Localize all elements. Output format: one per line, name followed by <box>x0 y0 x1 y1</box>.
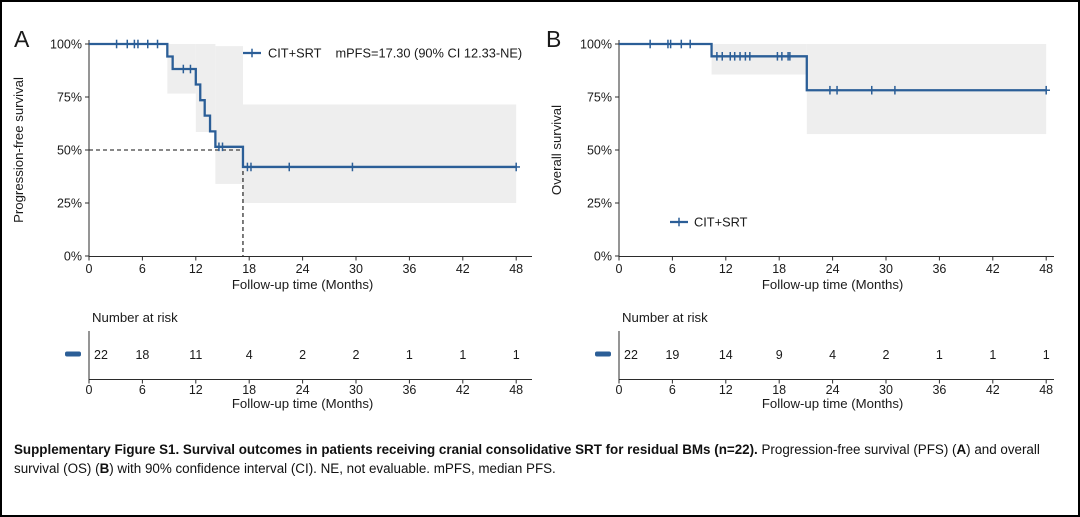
y-tick-label: 0% <box>594 250 612 264</box>
risk-axis-tick-label: 6 <box>139 383 146 397</box>
panel-b-os-km-plot: 0%25%50%75%100%0 6 12 18 24 30 36 42 48Follow-up… <box>546 26 1054 411</box>
y-tick-label: 75% <box>57 91 82 105</box>
risk-count: 9 <box>776 348 783 362</box>
panel-a-pfs-km-plot: 0%25%50%75%100%0 6 12 18 24 30 36 42 48Follow-up… <box>11 26 532 411</box>
x-tick-label: 18 <box>772 262 786 276</box>
risk-axis-tick-label: 36 <box>402 383 416 397</box>
risk-axis-tick-label: 48 <box>509 383 523 397</box>
risk-count: 2 <box>353 348 360 362</box>
x-tick-label: 6 <box>669 262 676 276</box>
x-tick-label: 42 <box>456 262 470 276</box>
y-tick-label: 25% <box>57 197 82 211</box>
y-tick-label: 50% <box>587 144 612 158</box>
x-tick-label: 36 <box>402 262 416 276</box>
y-axis-title: Overall survival <box>549 105 564 195</box>
x-tick-label: 24 <box>296 262 310 276</box>
caption-bold-title: Supplementary Figure S1. Survival outcom… <box>14 442 758 457</box>
x-axis-title: Follow-up time (Months) <box>232 277 373 292</box>
caption-body-mid: ) and overall survival (OS) ( <box>14 442 1040 476</box>
risk-axis-tick-label: 12 <box>719 383 733 397</box>
risk-table-title: Number at risk <box>92 310 178 325</box>
y-tick-label: 50% <box>57 144 82 158</box>
risk-count: 18 <box>135 348 149 362</box>
caption-bold-b: B <box>99 461 110 476</box>
y-axis-title: Progression-free survival <box>11 77 26 223</box>
caption-body-post: ) with 90% confidence interval (CI). NE,… <box>109 461 556 476</box>
caption-bold-a: A <box>956 442 967 457</box>
risk-axis-tick-label: 6 <box>669 383 676 397</box>
risk-axis-tick-label: 18 <box>772 383 786 397</box>
risk-axis-tick-label: 0 <box>616 383 623 397</box>
y-tick-label: 25% <box>587 197 612 211</box>
legend-annotation: mPFS=17.30 (90% CI 12.33-NE) <box>335 46 522 61</box>
risk-axis-tick-label: 0 <box>86 383 93 397</box>
panel-letter: A <box>14 26 30 52</box>
x-tick-label: 6 <box>139 262 146 276</box>
risk-axis-tick-label: 42 <box>986 383 1000 397</box>
y-tick-label: 100% <box>580 38 612 52</box>
risk-table-group-marker <box>65 351 81 357</box>
risk-count: 1 <box>406 348 413 362</box>
risk-axis-tick-label: 18 <box>242 383 256 397</box>
x-tick-label: 18 <box>242 262 256 276</box>
risk-table-title: Number at risk <box>622 310 708 325</box>
risk-count: 19 <box>665 348 679 362</box>
risk-axis-tick-label: 48 <box>1039 383 1053 397</box>
x-tick-label: 0 <box>86 262 93 276</box>
legend-label: CIT+SRT mPFS=17.30 (90% CI 12.33-NE) <box>268 46 522 61</box>
risk-count: 11 <box>189 348 202 362</box>
x-tick-label: 24 <box>826 262 840 276</box>
legend-label: CIT+SRT <box>694 215 748 230</box>
confidence-band-segment <box>195 44 216 132</box>
confidence-band-segment <box>215 46 243 184</box>
risk-count: 4 <box>246 348 253 362</box>
x-tick-label: 12 <box>189 262 203 276</box>
x-axis-title: Follow-up time (Months) <box>762 277 903 292</box>
x-tick-label: 12 <box>719 262 733 276</box>
risk-count: 14 <box>719 348 733 362</box>
panel-letter: B <box>546 26 561 52</box>
x-tick-label: 30 <box>879 262 893 276</box>
risk-axis-tick-label: 24 <box>296 383 310 397</box>
x-tick-label: 48 <box>1039 262 1053 276</box>
risk-axis-tick-label: 30 <box>879 383 893 397</box>
risk-axis-tick-label: 12 <box>189 383 203 397</box>
x-tick-label: 30 <box>349 262 363 276</box>
risk-count: 2 <box>299 348 306 362</box>
risk-axis-title: Follow-up time (Months) <box>232 396 373 411</box>
x-tick-label: 42 <box>986 262 1000 276</box>
risk-axis-tick-label: 24 <box>826 383 840 397</box>
risk-count: 1 <box>513 348 520 362</box>
risk-count: 1 <box>936 348 943 362</box>
y-tick-label: 75% <box>587 91 612 105</box>
risk-axis-tick-label: 30 <box>349 383 363 397</box>
risk-count: 22 <box>624 348 638 362</box>
risk-count: 22 <box>94 348 108 362</box>
caption-body-pre: Progression-free survival (PFS) ( <box>761 442 957 457</box>
risk-count: 1 <box>989 348 996 362</box>
x-tick-label: 48 <box>509 262 523 276</box>
y-tick-label: 0% <box>64 250 82 264</box>
risk-count: 2 <box>883 348 890 362</box>
x-tick-label: 36 <box>932 262 946 276</box>
risk-table-group-marker <box>595 351 611 357</box>
risk-count: 4 <box>829 348 836 362</box>
risk-count: 1 <box>1043 348 1050 362</box>
figure-caption: Supplementary Figure S1. Survival outcom… <box>14 440 1066 478</box>
km-curve <box>619 42 1047 92</box>
risk-count: 1 <box>459 348 466 362</box>
confidence-band-segment <box>806 44 1047 135</box>
x-tick-label: 0 <box>616 262 623 276</box>
confidence-band-segment <box>242 104 517 203</box>
risk-axis-tick-label: 42 <box>456 383 470 397</box>
y-tick-label: 100% <box>50 38 82 52</box>
confidence-band-segment <box>711 44 807 75</box>
risk-axis-title: Follow-up time (Months) <box>762 396 903 411</box>
risk-axis-tick-label: 36 <box>932 383 946 397</box>
